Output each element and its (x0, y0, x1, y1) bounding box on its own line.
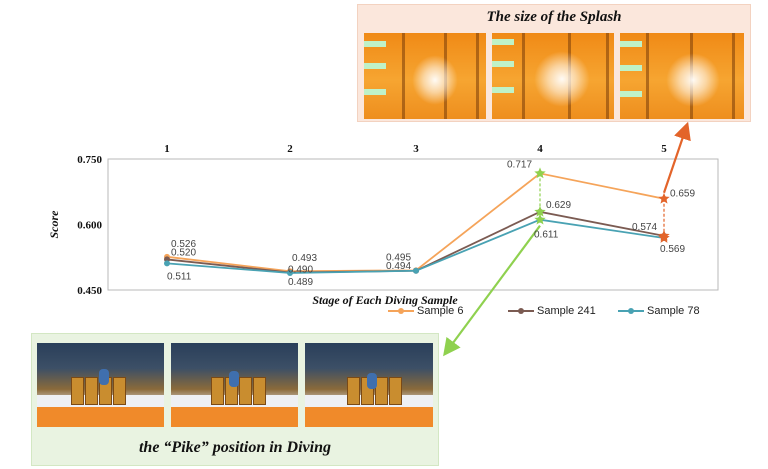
stage4-highlight-marker (534, 167, 546, 179)
y-tick-label: 0.450 (77, 285, 102, 297)
legend-swatch (618, 308, 644, 314)
legend-swatch (508, 308, 534, 314)
splash-image-1 (364, 33, 486, 119)
x-tick-label: 3 (413, 143, 419, 155)
pike-image-2 (171, 343, 298, 427)
x-tick-label: 1 (164, 143, 170, 155)
data-label: 0.629 (546, 200, 571, 211)
pike-panel-title: the “Pike” position in Diving (138, 439, 331, 456)
pike-panel: the “Pike” position in Diving (31, 333, 439, 466)
data-point (164, 260, 170, 267)
legend-label: Sample 6 (417, 305, 464, 317)
splash-image-3 (620, 33, 744, 119)
data-label: 0.717 (507, 159, 532, 170)
pike-image-1 (37, 343, 164, 427)
x-axis-label: Stage of Each Diving Sample (312, 293, 458, 307)
data-point (287, 269, 293, 276)
stage4-highlight-marker (534, 213, 546, 225)
data-label: 0.490 (288, 265, 313, 276)
data-label: 0.659 (670, 189, 695, 200)
data-label: 0.511 (167, 271, 192, 282)
legend-swatch (388, 308, 414, 314)
legend-label: Sample 241 (537, 305, 596, 317)
legend-item: Sample 241 (508, 305, 596, 317)
y-tick-label: 0.750 (77, 154, 102, 166)
data-label: 0.569 (660, 244, 685, 255)
stage5-highlight-marker (658, 232, 670, 243)
x-tick-label: 2 (287, 143, 293, 155)
series-line-1 (166, 210, 665, 274)
data-label: 0.494 (386, 261, 411, 272)
data-label: 0.489 (288, 277, 313, 288)
legend-label: Sample 78 (647, 305, 700, 317)
chart-legend: Sample 6 Sample 241 Sample 78 (388, 305, 728, 327)
data-point (413, 267, 419, 274)
data-label: 0.520 (171, 247, 196, 258)
legend-item: Sample 78 (618, 305, 700, 317)
y-axis-label: Score (47, 210, 61, 239)
splash-panel-title: The size of the Splash (486, 9, 622, 25)
data-label: 0.611 (534, 230, 559, 241)
data-label: 0.495 (386, 252, 411, 263)
x-tick-label: 4 (537, 143, 543, 155)
data-label: 0.493 (292, 253, 317, 264)
stage4-highlight-marker (534, 205, 546, 217)
splash-panel: The size of the Splash (357, 4, 751, 122)
data-label: 0.526 (171, 239, 196, 250)
stage5-highlight-marker (658, 192, 670, 204)
splash-image-2 (492, 33, 614, 119)
pike-arrow (443, 225, 541, 357)
splash-arrow (662, 121, 691, 194)
plot-frame (107, 158, 719, 291)
x-tick-label: 5 (661, 143, 667, 155)
legend-item: Sample 6 (388, 305, 463, 317)
data-label: 0.574 (632, 222, 657, 233)
pike-image-3 (305, 343, 433, 427)
y-tick-label: 0.600 (77, 220, 102, 232)
